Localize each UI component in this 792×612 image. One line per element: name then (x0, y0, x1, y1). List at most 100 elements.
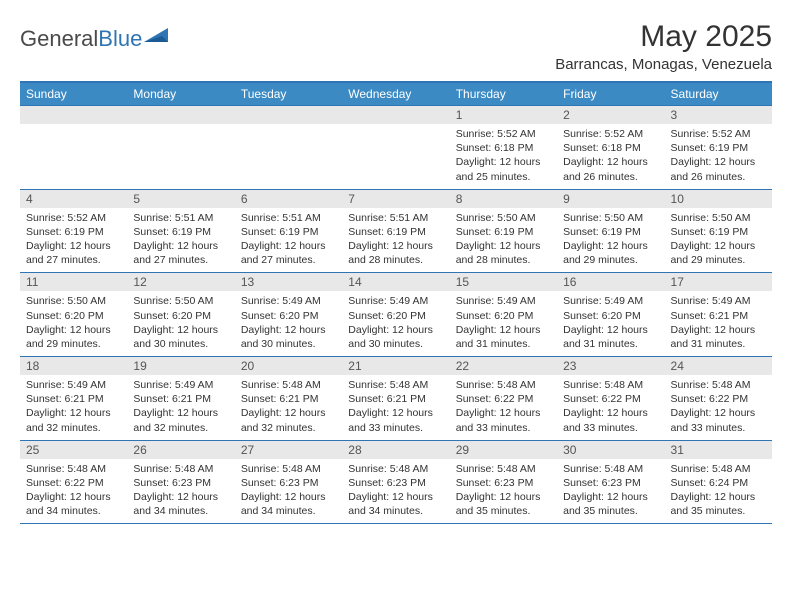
day-number: 8 (450, 190, 557, 208)
day-number: 4 (20, 190, 127, 208)
day-info-line: Daylight: 12 hours and 34 minutes. (241, 490, 336, 518)
day-info-line: Sunset: 6:23 PM (133, 476, 228, 490)
day-body: Sunrise: 5:49 AMSunset: 6:20 PMDaylight:… (450, 291, 557, 356)
day-info-line: Daylight: 12 hours and 30 minutes. (241, 323, 336, 351)
day-info-line: Sunset: 6:21 PM (671, 309, 766, 323)
day-info-line: Daylight: 12 hours and 34 minutes. (26, 490, 121, 518)
day-info-line: Daylight: 12 hours and 26 minutes. (671, 155, 766, 183)
day-number: 2 (557, 106, 664, 124)
day-info-line: Sunrise: 5:48 AM (241, 462, 336, 476)
day-cell: 2Sunrise: 5:52 AMSunset: 6:18 PMDaylight… (557, 106, 664, 190)
day-info-line: Daylight: 12 hours and 29 minutes. (671, 239, 766, 267)
day-body: Sunrise: 5:50 AMSunset: 6:20 PMDaylight:… (127, 291, 234, 356)
day-body (127, 124, 234, 184)
week-row: 11Sunrise: 5:50 AMSunset: 6:20 PMDayligh… (20, 273, 772, 357)
day-number: 28 (342, 441, 449, 459)
day-cell: 30Sunrise: 5:48 AMSunset: 6:23 PMDayligh… (557, 440, 664, 524)
day-number: 24 (665, 357, 772, 375)
day-info-line: Daylight: 12 hours and 35 minutes. (671, 490, 766, 518)
day-info-line: Daylight: 12 hours and 27 minutes. (241, 239, 336, 267)
day-info-line: Sunrise: 5:48 AM (456, 462, 551, 476)
day-info-line: Sunrise: 5:49 AM (456, 294, 551, 308)
day-body: Sunrise: 5:52 AMSunset: 6:19 PMDaylight:… (665, 124, 772, 189)
calendar-table: Sunday Monday Tuesday Wednesday Thursday… (20, 81, 772, 524)
day-info-line: Sunrise: 5:48 AM (563, 378, 658, 392)
day-info-line: Daylight: 12 hours and 33 minutes. (348, 406, 443, 434)
day-info-line: Sunset: 6:23 PM (563, 476, 658, 490)
day-cell (127, 106, 234, 190)
day-body: Sunrise: 5:50 AMSunset: 6:20 PMDaylight:… (20, 291, 127, 356)
day-info-line: Daylight: 12 hours and 31 minutes. (563, 323, 658, 351)
day-info-line: Daylight: 12 hours and 29 minutes. (26, 323, 121, 351)
day-info-line: Sunset: 6:24 PM (671, 476, 766, 490)
day-info-line: Sunrise: 5:49 AM (563, 294, 658, 308)
day-info-line: Sunrise: 5:48 AM (241, 378, 336, 392)
day-number: 21 (342, 357, 449, 375)
day-cell: 7Sunrise: 5:51 AMSunset: 6:19 PMDaylight… (342, 189, 449, 273)
day-info-line: Sunset: 6:20 PM (456, 309, 551, 323)
location-text: Barrancas, Monagas, Venezuela (555, 56, 772, 73)
day-info-line: Sunset: 6:19 PM (348, 225, 443, 239)
day-cell: 31Sunrise: 5:48 AMSunset: 6:24 PMDayligh… (665, 440, 772, 524)
day-number-empty (342, 106, 449, 124)
day-cell: 11Sunrise: 5:50 AMSunset: 6:20 PMDayligh… (20, 273, 127, 357)
day-number: 7 (342, 190, 449, 208)
month-title: May 2025 (555, 20, 772, 54)
day-body: Sunrise: 5:52 AMSunset: 6:19 PMDaylight:… (20, 208, 127, 273)
day-info-line: Daylight: 12 hours and 33 minutes. (563, 406, 658, 434)
week-row: 4Sunrise: 5:52 AMSunset: 6:19 PMDaylight… (20, 189, 772, 273)
week-row: 25Sunrise: 5:48 AMSunset: 6:22 PMDayligh… (20, 440, 772, 524)
day-info-line: Sunrise: 5:50 AM (563, 211, 658, 225)
day-info-line: Sunrise: 5:52 AM (671, 127, 766, 141)
day-body: Sunrise: 5:51 AMSunset: 6:19 PMDaylight:… (127, 208, 234, 273)
day-info-line: Sunrise: 5:48 AM (26, 462, 121, 476)
day-cell: 28Sunrise: 5:48 AMSunset: 6:23 PMDayligh… (342, 440, 449, 524)
day-number: 19 (127, 357, 234, 375)
day-body: Sunrise: 5:50 AMSunset: 6:19 PMDaylight:… (450, 208, 557, 273)
day-info-line: Sunset: 6:20 PM (26, 309, 121, 323)
day-info-line: Daylight: 12 hours and 25 minutes. (456, 155, 551, 183)
day-number: 29 (450, 441, 557, 459)
day-info-line: Daylight: 12 hours and 31 minutes. (456, 323, 551, 351)
day-body: Sunrise: 5:49 AMSunset: 6:21 PMDaylight:… (20, 375, 127, 440)
day-header-fri: Friday (557, 82, 664, 106)
day-info-line: Sunrise: 5:49 AM (671, 294, 766, 308)
title-block: May 2025 Barrancas, Monagas, Venezuela (555, 20, 772, 73)
day-body: Sunrise: 5:51 AMSunset: 6:19 PMDaylight:… (235, 208, 342, 273)
day-info-line: Sunrise: 5:51 AM (348, 211, 443, 225)
day-info-line: Daylight: 12 hours and 26 minutes. (563, 155, 658, 183)
day-number: 26 (127, 441, 234, 459)
day-number: 22 (450, 357, 557, 375)
day-info-line: Daylight: 12 hours and 31 minutes. (671, 323, 766, 351)
day-body: Sunrise: 5:49 AMSunset: 6:21 PMDaylight:… (127, 375, 234, 440)
logo: GeneralBlue (20, 26, 172, 52)
day-number: 13 (235, 273, 342, 291)
day-header-tue: Tuesday (235, 82, 342, 106)
day-info-line: Sunset: 6:19 PM (133, 225, 228, 239)
day-header-wed: Wednesday (342, 82, 449, 106)
day-header-row: Sunday Monday Tuesday Wednesday Thursday… (20, 82, 772, 106)
day-number: 15 (450, 273, 557, 291)
day-info-line: Sunrise: 5:50 AM (133, 294, 228, 308)
day-body: Sunrise: 5:51 AMSunset: 6:19 PMDaylight:… (342, 208, 449, 273)
day-info-line: Daylight: 12 hours and 29 minutes. (563, 239, 658, 267)
day-info-line: Daylight: 12 hours and 30 minutes. (133, 323, 228, 351)
day-number-empty (235, 106, 342, 124)
day-info-line: Sunset: 6:22 PM (671, 392, 766, 406)
day-body: Sunrise: 5:48 AMSunset: 6:23 PMDaylight:… (235, 459, 342, 524)
calendar-body: 1Sunrise: 5:52 AMSunset: 6:18 PMDaylight… (20, 106, 772, 524)
day-info-line: Sunset: 6:21 PM (26, 392, 121, 406)
day-info-line: Daylight: 12 hours and 35 minutes. (563, 490, 658, 518)
day-info-line: Sunrise: 5:48 AM (348, 378, 443, 392)
day-info-line: Sunrise: 5:50 AM (26, 294, 121, 308)
day-cell (342, 106, 449, 190)
day-number: 20 (235, 357, 342, 375)
week-row: 18Sunrise: 5:49 AMSunset: 6:21 PMDayligh… (20, 357, 772, 441)
day-body: Sunrise: 5:49 AMSunset: 6:20 PMDaylight:… (235, 291, 342, 356)
day-cell: 20Sunrise: 5:48 AMSunset: 6:21 PMDayligh… (235, 357, 342, 441)
week-row: 1Sunrise: 5:52 AMSunset: 6:18 PMDaylight… (20, 106, 772, 190)
day-info-line: Daylight: 12 hours and 33 minutes. (456, 406, 551, 434)
day-info-line: Sunset: 6:19 PM (563, 225, 658, 239)
day-info-line: Daylight: 12 hours and 34 minutes. (348, 490, 443, 518)
day-info-line: Daylight: 12 hours and 32 minutes. (133, 406, 228, 434)
